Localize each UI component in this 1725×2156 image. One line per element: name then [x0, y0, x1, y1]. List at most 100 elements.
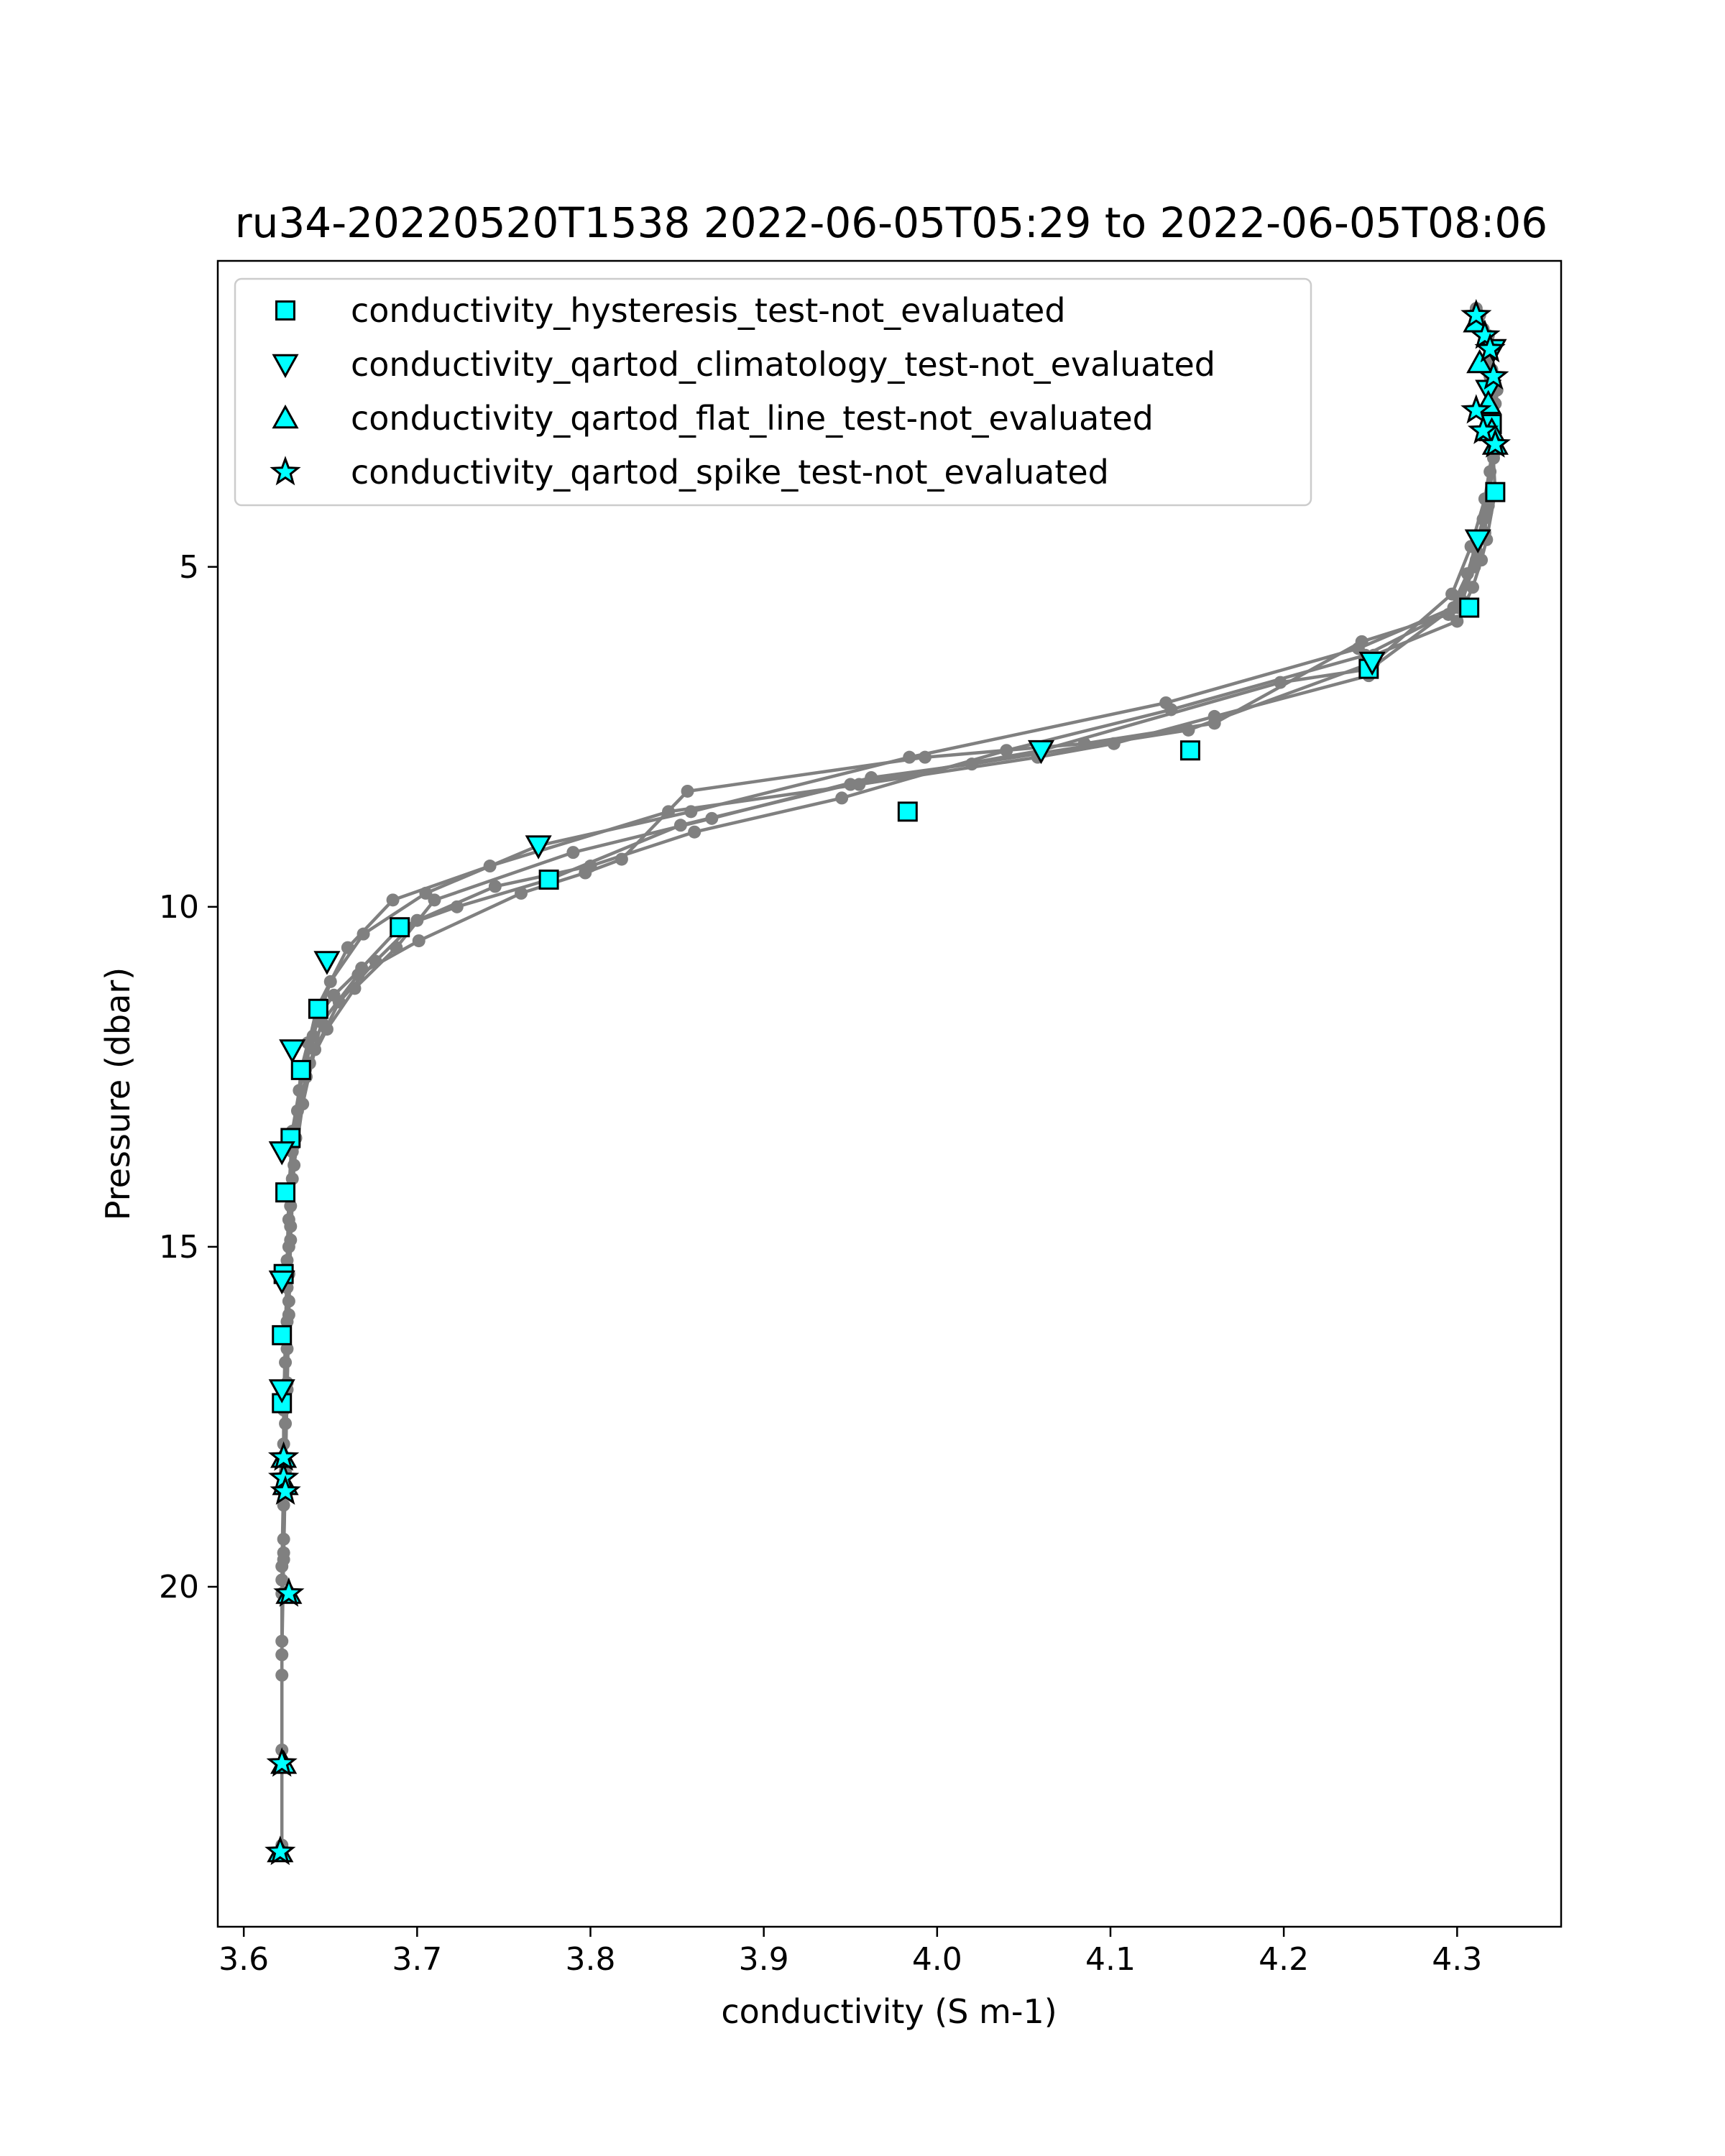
- profile-point: [277, 1498, 290, 1512]
- profile-point: [1450, 614, 1464, 628]
- profile-point: [280, 1253, 294, 1267]
- profile-point: [483, 860, 497, 873]
- profile-point: [323, 975, 337, 988]
- x-tick-label: 3.9: [739, 1941, 789, 1978]
- y-axis-label: Pressure (dbar): [98, 967, 137, 1220]
- profile-point: [705, 811, 719, 825]
- flag-marker-triangle-down: [268, 1270, 295, 1295]
- flag-marker-star: [266, 1747, 298, 1777]
- profile-point: [282, 1294, 295, 1308]
- profile-point: [1442, 607, 1455, 621]
- profile-point: [369, 954, 382, 968]
- profile-point: [277, 1532, 290, 1546]
- profile-point: [584, 860, 597, 873]
- profile-point: [275, 1668, 289, 1682]
- plot-frame: [216, 259, 1563, 1928]
- flag-marker-triangle-down: [268, 1379, 295, 1404]
- profile-point: [332, 995, 346, 1009]
- profile-point: [1000, 744, 1013, 757]
- profile-point: [1182, 723, 1195, 737]
- flag-marker-square: [390, 917, 410, 938]
- x-tick-label: 3.8: [566, 1941, 616, 1978]
- profile-point: [284, 1233, 298, 1247]
- profile-point: [275, 1634, 289, 1648]
- flag-marker-triangle-down: [268, 1141, 295, 1166]
- profile-point: [1164, 703, 1178, 717]
- profile-point: [293, 1084, 306, 1097]
- y-axis: 5 10 15 20: [159, 549, 218, 1606]
- legend-label: conductivity_qartod_climatology_test-not…: [351, 345, 1215, 384]
- profile-point: [662, 805, 676, 819]
- profile-point: [1484, 465, 1497, 479]
- profile-point: [296, 1097, 310, 1111]
- profile-point: [673, 819, 687, 832]
- flag-marker-star: [1460, 394, 1492, 424]
- x-axis-label: conductivity (S m-1): [721, 1992, 1057, 2031]
- profile-point: [681, 784, 694, 798]
- flag-marker-square: [290, 1059, 311, 1080]
- profile-point: [279, 1355, 293, 1369]
- profile-point: [835, 791, 849, 805]
- profile-point: [275, 1648, 289, 1662]
- y-tick-label: 15: [159, 1229, 199, 1266]
- profile-point: [515, 886, 528, 900]
- profile-point: [566, 846, 580, 860]
- profile-point: [688, 825, 702, 839]
- profile-point: [277, 1553, 290, 1567]
- legend-label: conductivity_qartod_flat_line_test-not_e…: [351, 399, 1154, 438]
- flag-marker-star: [1478, 360, 1509, 390]
- chart-title: ru34-20220520T1538 2022-06-05T05:29 to 2…: [235, 198, 1547, 247]
- profile-point: [918, 750, 932, 764]
- flag-marker-square: [1485, 482, 1506, 502]
- flag-marker-star: [1460, 298, 1492, 329]
- flag-marker-square: [308, 998, 328, 1019]
- flag-marker-square: [275, 1182, 296, 1203]
- profile-point: [684, 805, 698, 819]
- plot-area: [264, 298, 1512, 1866]
- profile-point: [615, 852, 628, 866]
- legend-marker-square: [275, 300, 295, 321]
- flag-marker-star: [270, 1475, 301, 1505]
- profile-point: [356, 927, 370, 941]
- flag-marker-star: [1467, 414, 1499, 444]
- flag-marker-triangle-down: [1464, 529, 1491, 553]
- profile-point: [1480, 506, 1494, 520]
- profile-point: [308, 1043, 322, 1056]
- flag-marker-triangle-down: [1027, 740, 1055, 765]
- flag-marker-star: [1479, 428, 1512, 458]
- profile-point: [1445, 587, 1459, 601]
- profile-point: [419, 886, 433, 900]
- profile-point: [450, 900, 464, 913]
- flag-marker-square: [1179, 740, 1200, 761]
- flag-marker-star: [264, 1835, 296, 1866]
- flag-marker-square: [272, 1325, 293, 1345]
- legend-label: conductivity_qartod_spike_test-not_evalu…: [351, 453, 1109, 492]
- profile-point: [279, 1416, 293, 1430]
- x-tick-label: 3.6: [218, 1941, 269, 1978]
- x-tick-label: 3.7: [392, 1941, 442, 1978]
- profile-point: [1466, 581, 1480, 594]
- profile-point: [412, 934, 426, 948]
- profile-point: [1355, 635, 1368, 648]
- profile-point: [386, 893, 400, 907]
- profile-point: [903, 750, 916, 764]
- profile-point: [320, 1023, 334, 1036]
- profile-point: [288, 1158, 301, 1172]
- y-tick-label: 5: [179, 549, 199, 586]
- flag-marker-star: [1474, 333, 1506, 363]
- profile-point: [275, 1573, 289, 1587]
- flag-marker-star: [1469, 319, 1501, 349]
- profile-point: [1208, 717, 1221, 730]
- legend-marker-triangle-up: [272, 404, 299, 429]
- y-tick-label: 10: [159, 889, 199, 926]
- profile-point: [348, 982, 362, 995]
- profile-point: [965, 757, 979, 771]
- flag-marker-square: [538, 869, 559, 890]
- legend-marker-triangle-down: [272, 354, 299, 379]
- legend: conductivity_hysteresis_test-not_evaluat…: [234, 277, 1312, 507]
- profile-point: [865, 771, 878, 785]
- legend-marker-star: [270, 456, 301, 486]
- profile-point: [280, 1342, 294, 1355]
- x-tick-label: 4.2: [1259, 1941, 1309, 1978]
- flag-marker-star: [273, 1577, 305, 1607]
